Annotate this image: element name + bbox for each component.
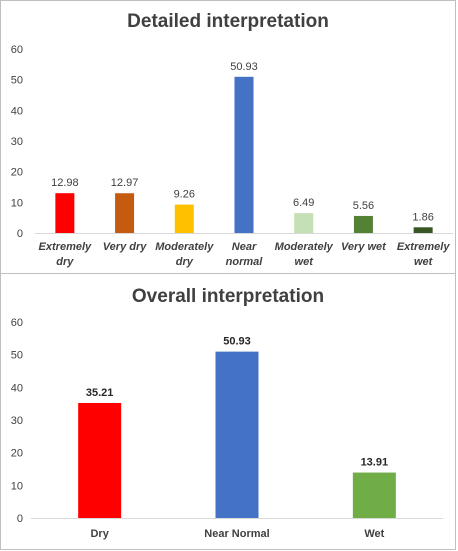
y-tick-label: 30 <box>11 415 23 427</box>
data-label: 50.93 <box>230 61 258 73</box>
y-tick-label: 40 <box>11 105 23 117</box>
data-label: 12.98 <box>51 177 79 189</box>
overall-chart-title: Overall interpretation <box>131 286 325 307</box>
x-tick-label: Dry <box>90 528 109 540</box>
x-tick-label: Moderately <box>155 241 214 253</box>
y-tick-label: 40 <box>11 382 23 394</box>
data-label: 9.26 <box>174 189 195 201</box>
data-label: 50.93 <box>223 336 251 348</box>
y-tick-label: 50 <box>11 75 23 87</box>
y-tick-label: 0 <box>17 228 23 240</box>
y-tick-label: 60 <box>11 44 23 56</box>
y-tick-label: 0 <box>17 513 23 525</box>
y-tick-label: 10 <box>11 480 23 492</box>
x-tick-label: wet <box>414 256 434 268</box>
bar <box>413 227 433 233</box>
data-label: 12.97 <box>111 177 139 189</box>
overall-chart-panel: Overall interpretation 0 10 20 30 40 50 60 35.2… <box>0 273 456 550</box>
x-tick-label: Very dry <box>103 241 148 253</box>
x-tick-label: Extremely <box>39 241 92 253</box>
bar <box>294 213 314 233</box>
y-tick-label: 50 <box>11 350 23 362</box>
bar <box>115 193 135 233</box>
bar <box>55 193 75 233</box>
x-tick-label: normal <box>226 256 264 268</box>
y-tick-label: 10 <box>11 197 23 209</box>
x-tick-label: Wet <box>364 528 384 540</box>
bar <box>234 76 254 233</box>
y-tick-label: 20 <box>11 448 23 460</box>
bar <box>352 472 396 518</box>
data-label: 5.56 <box>353 200 374 212</box>
data-label: 35.21 <box>86 387 114 399</box>
x-tick-label: Near <box>232 241 257 253</box>
x-tick-label: Very wet <box>341 241 387 253</box>
detailed-chart-title: Detailed interpretation <box>127 11 329 32</box>
data-label: 1.86 <box>412 211 433 223</box>
y-tick-label: 30 <box>11 136 23 148</box>
data-label: 6.49 <box>293 197 314 209</box>
bar <box>174 204 194 233</box>
detailed-bar-chart: 0 10 20 30 40 50 60 12.98 Extremely dry 12.97 Very … <box>11 44 453 268</box>
x-tick-label: Moderately <box>275 241 334 253</box>
x-tick-label: dry <box>56 256 74 268</box>
x-tick-label: wet <box>295 256 315 268</box>
y-tick-label: 60 <box>11 317 23 329</box>
bar <box>215 351 259 518</box>
bar <box>353 215 373 233</box>
x-tick-label: Near Normal <box>204 528 269 540</box>
overall-bar-chart: 0 10 20 30 40 50 60 35.21 Dry 50.93 Near Normal 13.… <box>11 317 443 540</box>
y-tick-label: 20 <box>11 167 23 179</box>
bar <box>78 402 122 518</box>
detailed-chart-panel: Detailed interpretation 0 10 20 30 40 50 60 12.… <box>0 0 456 274</box>
data-label: 13.91 <box>361 457 389 469</box>
x-tick-label: Extremely <box>397 241 450 253</box>
x-tick-label: dry <box>176 256 194 268</box>
